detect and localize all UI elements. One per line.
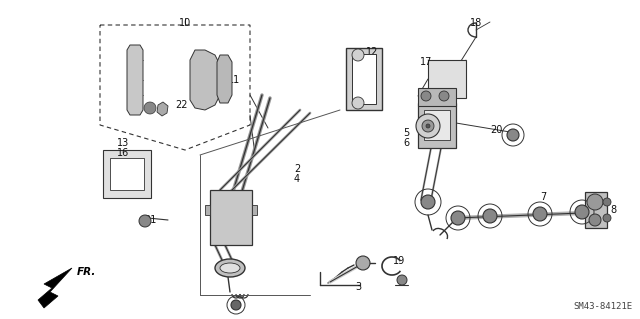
Polygon shape — [190, 50, 220, 110]
Bar — [424, 110, 450, 140]
Text: 16: 16 — [117, 148, 129, 158]
Polygon shape — [217, 55, 232, 103]
Circle shape — [352, 49, 364, 61]
Bar — [585, 192, 607, 228]
Circle shape — [426, 124, 430, 128]
Polygon shape — [157, 102, 168, 116]
Bar — [346, 48, 382, 110]
Bar — [352, 54, 376, 104]
Text: 18: 18 — [470, 18, 483, 28]
Circle shape — [231, 300, 241, 310]
Text: 17: 17 — [420, 57, 433, 67]
Bar — [110, 158, 144, 190]
Ellipse shape — [220, 263, 240, 273]
Text: 1: 1 — [233, 300, 239, 310]
Text: 13: 13 — [117, 138, 129, 148]
Circle shape — [603, 214, 611, 222]
Circle shape — [144, 102, 156, 114]
Circle shape — [439, 91, 449, 101]
Circle shape — [603, 198, 611, 206]
Circle shape — [507, 129, 519, 141]
Bar — [103, 150, 151, 198]
Circle shape — [416, 114, 440, 138]
Circle shape — [451, 211, 465, 225]
Text: 4: 4 — [294, 174, 300, 184]
Circle shape — [589, 214, 601, 226]
Text: 7: 7 — [540, 192, 546, 202]
Circle shape — [356, 256, 370, 270]
Circle shape — [397, 275, 407, 285]
Circle shape — [421, 195, 435, 209]
Polygon shape — [127, 45, 143, 115]
Text: 15: 15 — [366, 57, 378, 67]
Polygon shape — [38, 268, 72, 308]
Bar — [428, 60, 466, 98]
Circle shape — [483, 209, 497, 223]
Text: 21: 21 — [144, 215, 156, 225]
Circle shape — [587, 194, 603, 210]
Bar — [252, 205, 257, 215]
Circle shape — [575, 205, 589, 219]
Text: 19: 19 — [393, 256, 405, 266]
Text: SM43-84121E: SM43-84121E — [573, 302, 632, 311]
Bar — [205, 205, 210, 215]
Text: 20: 20 — [490, 125, 502, 135]
Text: 3: 3 — [355, 282, 361, 292]
Circle shape — [139, 215, 151, 227]
Text: 10: 10 — [179, 18, 191, 28]
Text: 11: 11 — [228, 75, 240, 85]
Bar — [418, 88, 456, 106]
Ellipse shape — [215, 259, 245, 277]
Text: FR.: FR. — [77, 267, 97, 277]
Bar — [418, 103, 456, 148]
Circle shape — [352, 97, 364, 109]
Text: 2: 2 — [294, 164, 300, 174]
Circle shape — [422, 120, 434, 132]
Circle shape — [421, 91, 431, 101]
Text: 8: 8 — [610, 205, 616, 215]
Bar — [210, 190, 252, 245]
Text: 5: 5 — [403, 128, 409, 138]
Text: 6: 6 — [403, 138, 409, 148]
Circle shape — [533, 207, 547, 221]
Text: 22: 22 — [175, 100, 188, 110]
Text: 12: 12 — [366, 47, 378, 57]
